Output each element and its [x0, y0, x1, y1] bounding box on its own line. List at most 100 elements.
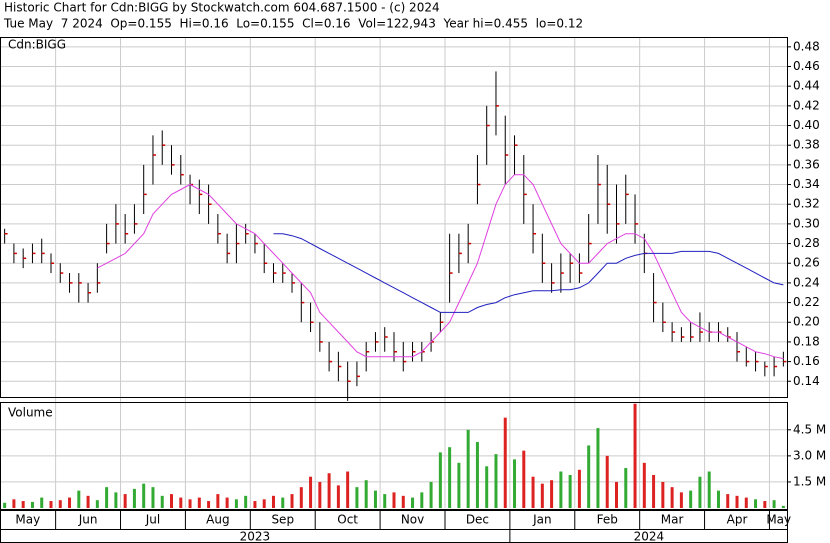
- volume-bar: [373, 490, 377, 508]
- y-tick-label: 0.28: [793, 236, 820, 250]
- y-tick-label: 3.0 M: [793, 448, 826, 462]
- volume-bar: [40, 497, 44, 508]
- volume-bar: [698, 476, 702, 508]
- volume-bar: [86, 495, 90, 508]
- volume-bar: [763, 501, 767, 508]
- volume-bar: [132, 488, 136, 508]
- y-tick-label: 0.40: [793, 118, 820, 132]
- volume-bar: [3, 502, 7, 508]
- y-tick-label: 0.18: [793, 334, 820, 348]
- volume-bar: [336, 485, 340, 508]
- volume-bar: [420, 492, 424, 508]
- x-tick-label: Aug: [206, 513, 229, 527]
- volume-bar: [661, 481, 665, 508]
- y-tick-label: 0.42: [793, 98, 820, 112]
- volume-bar: [466, 429, 470, 508]
- volume-bar: [652, 474, 656, 508]
- volume-panel: [0, 402, 788, 510]
- volume-bar: [735, 495, 739, 508]
- moving-average: [97, 174, 784, 360]
- volume-bar: [179, 497, 183, 508]
- volume-bar: [49, 501, 53, 508]
- volume-bar: [114, 492, 118, 508]
- x-tick-label: Dec: [466, 513, 489, 527]
- y-tick-label: 0.32: [793, 197, 820, 211]
- y-tick-label: 0.46: [793, 59, 820, 73]
- y-tick-label: 0.24: [793, 275, 820, 289]
- volume-bar: [151, 487, 155, 508]
- volume-bar: [355, 487, 359, 508]
- volume-bar: [105, 487, 109, 508]
- y-tick-label: 0.34: [793, 177, 820, 191]
- volume-bar: [754, 499, 758, 508]
- x-tick-label: Jan: [532, 513, 552, 527]
- volume-bar: [401, 495, 405, 508]
- volume-bar: [77, 490, 81, 508]
- volume-bar: [290, 494, 294, 508]
- volume-bar: [596, 428, 600, 508]
- volume-bar: [522, 450, 526, 508]
- volume-bar: [95, 500, 99, 508]
- year-label: 2024: [634, 530, 665, 543]
- y-tick-label: 1.5 M: [793, 474, 826, 488]
- x-tick-label: Mar: [661, 513, 684, 527]
- y-tick-label: 4.5 M: [793, 422, 826, 436]
- volume-bar: [531, 476, 535, 508]
- x-tick-label: May: [766, 513, 791, 527]
- volume-bar: [216, 494, 220, 508]
- y-tick-label: 0.16: [793, 354, 820, 368]
- price-panel: [0, 37, 788, 398]
- volume-bar: [503, 417, 507, 508]
- volume-bar: [262, 499, 266, 508]
- volume-bar: [207, 501, 211, 508]
- y-tick-label: 0.26: [793, 256, 820, 270]
- year-label: 2023: [240, 530, 271, 543]
- chart-subtitle: Tue May 7 2024 Op=0.155 Hi=0.16 Lo=0.155…: [3, 17, 583, 31]
- volume-label: Volume: [8, 406, 53, 420]
- x-tick-label: Jul: [145, 513, 160, 527]
- volume-bar: [689, 490, 693, 508]
- volume-bar: [170, 494, 174, 508]
- volume-bar: [234, 499, 238, 508]
- volume-bar: [568, 474, 572, 508]
- volume-bar: [197, 497, 201, 508]
- volume-bar: [670, 487, 674, 508]
- volume-bar: [346, 471, 350, 508]
- volume-bar: [457, 462, 461, 508]
- chart-title: Historic Chart for Cdn:BIGG by Stockwatc…: [4, 1, 440, 15]
- volume-bar: [448, 447, 452, 508]
- volume-bar: [123, 494, 127, 508]
- volume-bar: [58, 500, 62, 508]
- volume-bar: [411, 497, 415, 508]
- volume-bar: [271, 495, 275, 508]
- volume-bar: [772, 500, 776, 508]
- volume-bar: [494, 454, 498, 508]
- volume-bar: [707, 471, 711, 508]
- volume-bar: [550, 480, 554, 508]
- volume-bar: [716, 490, 720, 508]
- volume-bar: [781, 505, 785, 508]
- moving-average: [273, 233, 784, 313]
- volume-bar: [624, 468, 628, 508]
- volume-bar: [633, 403, 637, 508]
- x-tick-label: Jun: [78, 513, 98, 527]
- volume-bar: [726, 494, 730, 508]
- volume-bar: [244, 495, 248, 508]
- volume-bar: [68, 497, 72, 508]
- x-tick-label: Nov: [401, 513, 424, 527]
- volume-bar: [160, 495, 164, 508]
- x-tick-label: May: [15, 513, 40, 527]
- volume-bar: [188, 499, 192, 508]
- y-tick-label: 0.20: [793, 315, 820, 329]
- volume-bar: [485, 466, 489, 508]
- volume-bar: [327, 473, 331, 508]
- volume-bar: [392, 492, 396, 508]
- y-tick-label: 0.30: [793, 216, 820, 230]
- volume-bar: [225, 497, 229, 508]
- symbol-label: Cdn:BIGG: [8, 38, 66, 52]
- volume-bar: [559, 471, 563, 508]
- volume-bar: [642, 462, 646, 508]
- volume-bar: [383, 494, 387, 508]
